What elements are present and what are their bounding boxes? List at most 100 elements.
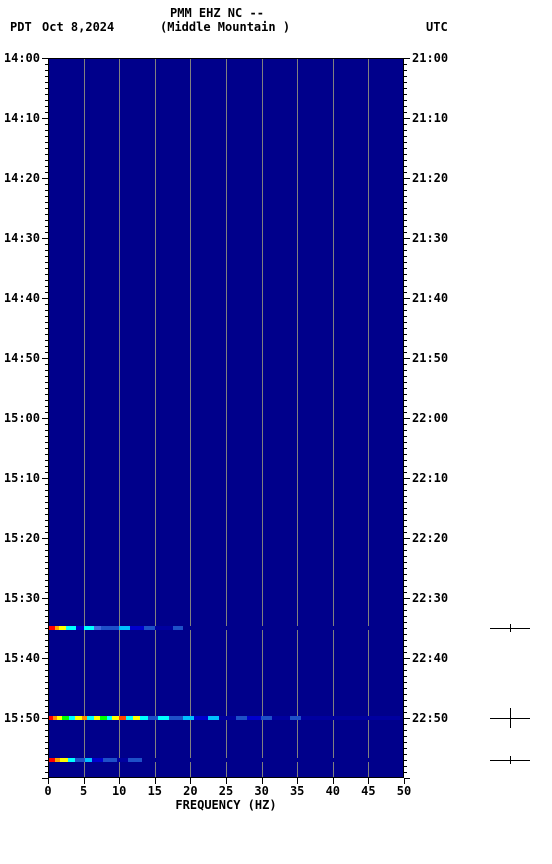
y-tick-minor [404, 496, 407, 497]
y-tick-minor [404, 682, 407, 683]
y-tick-minor [404, 388, 407, 389]
y-tick-minor [404, 274, 407, 275]
gridline-vertical [297, 58, 298, 778]
y-tick-minor [404, 304, 407, 305]
y-tick-minor [404, 136, 407, 137]
gridline-vertical [190, 58, 191, 778]
x-tick-label: 20 [183, 784, 197, 798]
spectral-segment [169, 716, 183, 720]
y-tick-minor [404, 250, 407, 251]
spectral-event [48, 716, 404, 720]
y-tick-minor [45, 334, 48, 335]
y-tick-minor [404, 382, 407, 383]
y-tick-minor [404, 448, 407, 449]
y-tick-minor [45, 616, 48, 617]
y-tick-minor [404, 94, 407, 95]
y-tick-major [404, 178, 410, 179]
y-tick-minor [45, 70, 48, 71]
y-tick-minor [45, 532, 48, 533]
spectral-segment [247, 716, 261, 720]
y-tick-minor [45, 370, 48, 371]
y-tick-minor [404, 70, 407, 71]
spectral-segment [158, 716, 169, 720]
y-tick-major [42, 538, 48, 539]
y-tick-minor [404, 400, 407, 401]
y-tick-minor [45, 340, 48, 341]
y-tick-major [42, 58, 48, 59]
spectral-segment [84, 626, 95, 630]
y-label-left: 15:30 [4, 591, 40, 605]
y-tick-minor [45, 364, 48, 365]
y-tick-major [404, 658, 410, 659]
y-tick-minor [404, 196, 407, 197]
y-tick-minor [45, 766, 48, 767]
y-tick-minor [45, 322, 48, 323]
y-tick-minor [404, 760, 407, 761]
y-tick-minor [404, 166, 407, 167]
y-tick-minor [404, 208, 407, 209]
y-tick-minor [45, 712, 48, 713]
y-tick-minor [45, 328, 48, 329]
spectral-segment [75, 716, 82, 720]
y-tick-minor [404, 580, 407, 581]
y-tick-minor [404, 436, 407, 437]
y-tick-minor [45, 346, 48, 347]
y-tick-minor [45, 400, 48, 401]
spectral-segment [272, 716, 290, 720]
y-tick-minor [45, 286, 48, 287]
y-tick-minor [404, 64, 407, 65]
y-tick-minor [45, 688, 48, 689]
y-tick-minor [404, 688, 407, 689]
y-tick-minor [404, 112, 407, 113]
x-tick-label: 50 [397, 784, 411, 798]
spectral-segment [60, 758, 67, 762]
y-tick-major [404, 58, 410, 59]
y-tick-minor [45, 394, 48, 395]
y-tick-minor [404, 652, 407, 653]
y-tick-minor [404, 76, 407, 77]
y-tick-minor [45, 268, 48, 269]
y-tick-minor [404, 172, 407, 173]
x-tick-label: 40 [326, 784, 340, 798]
spectral-segment [194, 716, 208, 720]
y-tick-major [42, 178, 48, 179]
gridline-vertical [368, 58, 369, 778]
y-tick-minor [404, 82, 407, 83]
y-tick-minor [45, 682, 48, 683]
y-tick-minor [45, 166, 48, 167]
y-tick-minor [404, 364, 407, 365]
y-tick-minor [45, 376, 48, 377]
y-tick-minor [404, 130, 407, 131]
y-tick-minor [45, 160, 48, 161]
y-tick-minor [45, 706, 48, 707]
spectral-segment [87, 716, 94, 720]
spectral-segment [66, 626, 77, 630]
y-tick-minor [404, 472, 407, 473]
y-tick-minor [45, 64, 48, 65]
y-tick-minor [45, 412, 48, 413]
y-tick-minor [404, 124, 407, 125]
y-tick-minor [45, 748, 48, 749]
y-tick-minor [404, 694, 407, 695]
y-tick-minor [45, 112, 48, 113]
y-label-left: 15:00 [4, 411, 40, 425]
y-tick-minor [45, 214, 48, 215]
title-line1: PMM EHZ NC -- [170, 6, 264, 20]
x-tick-label: 25 [219, 784, 233, 798]
y-tick-major [42, 418, 48, 419]
y-tick-minor [45, 604, 48, 605]
y-tick-minor [404, 280, 407, 281]
y-label-right: 22:10 [412, 471, 448, 485]
y-tick-minor [45, 760, 48, 761]
y-tick-minor [45, 580, 48, 581]
y-tick-minor [45, 634, 48, 635]
y-tick-minor [45, 274, 48, 275]
y-tick-minor [45, 82, 48, 83]
y-tick-minor [404, 142, 407, 143]
y-tick-minor [404, 352, 407, 353]
y-tick-minor [404, 556, 407, 557]
y-tick-minor [404, 700, 407, 701]
x-tick-label: 10 [112, 784, 126, 798]
y-tick-minor [404, 316, 407, 317]
y-tick-minor [45, 502, 48, 503]
